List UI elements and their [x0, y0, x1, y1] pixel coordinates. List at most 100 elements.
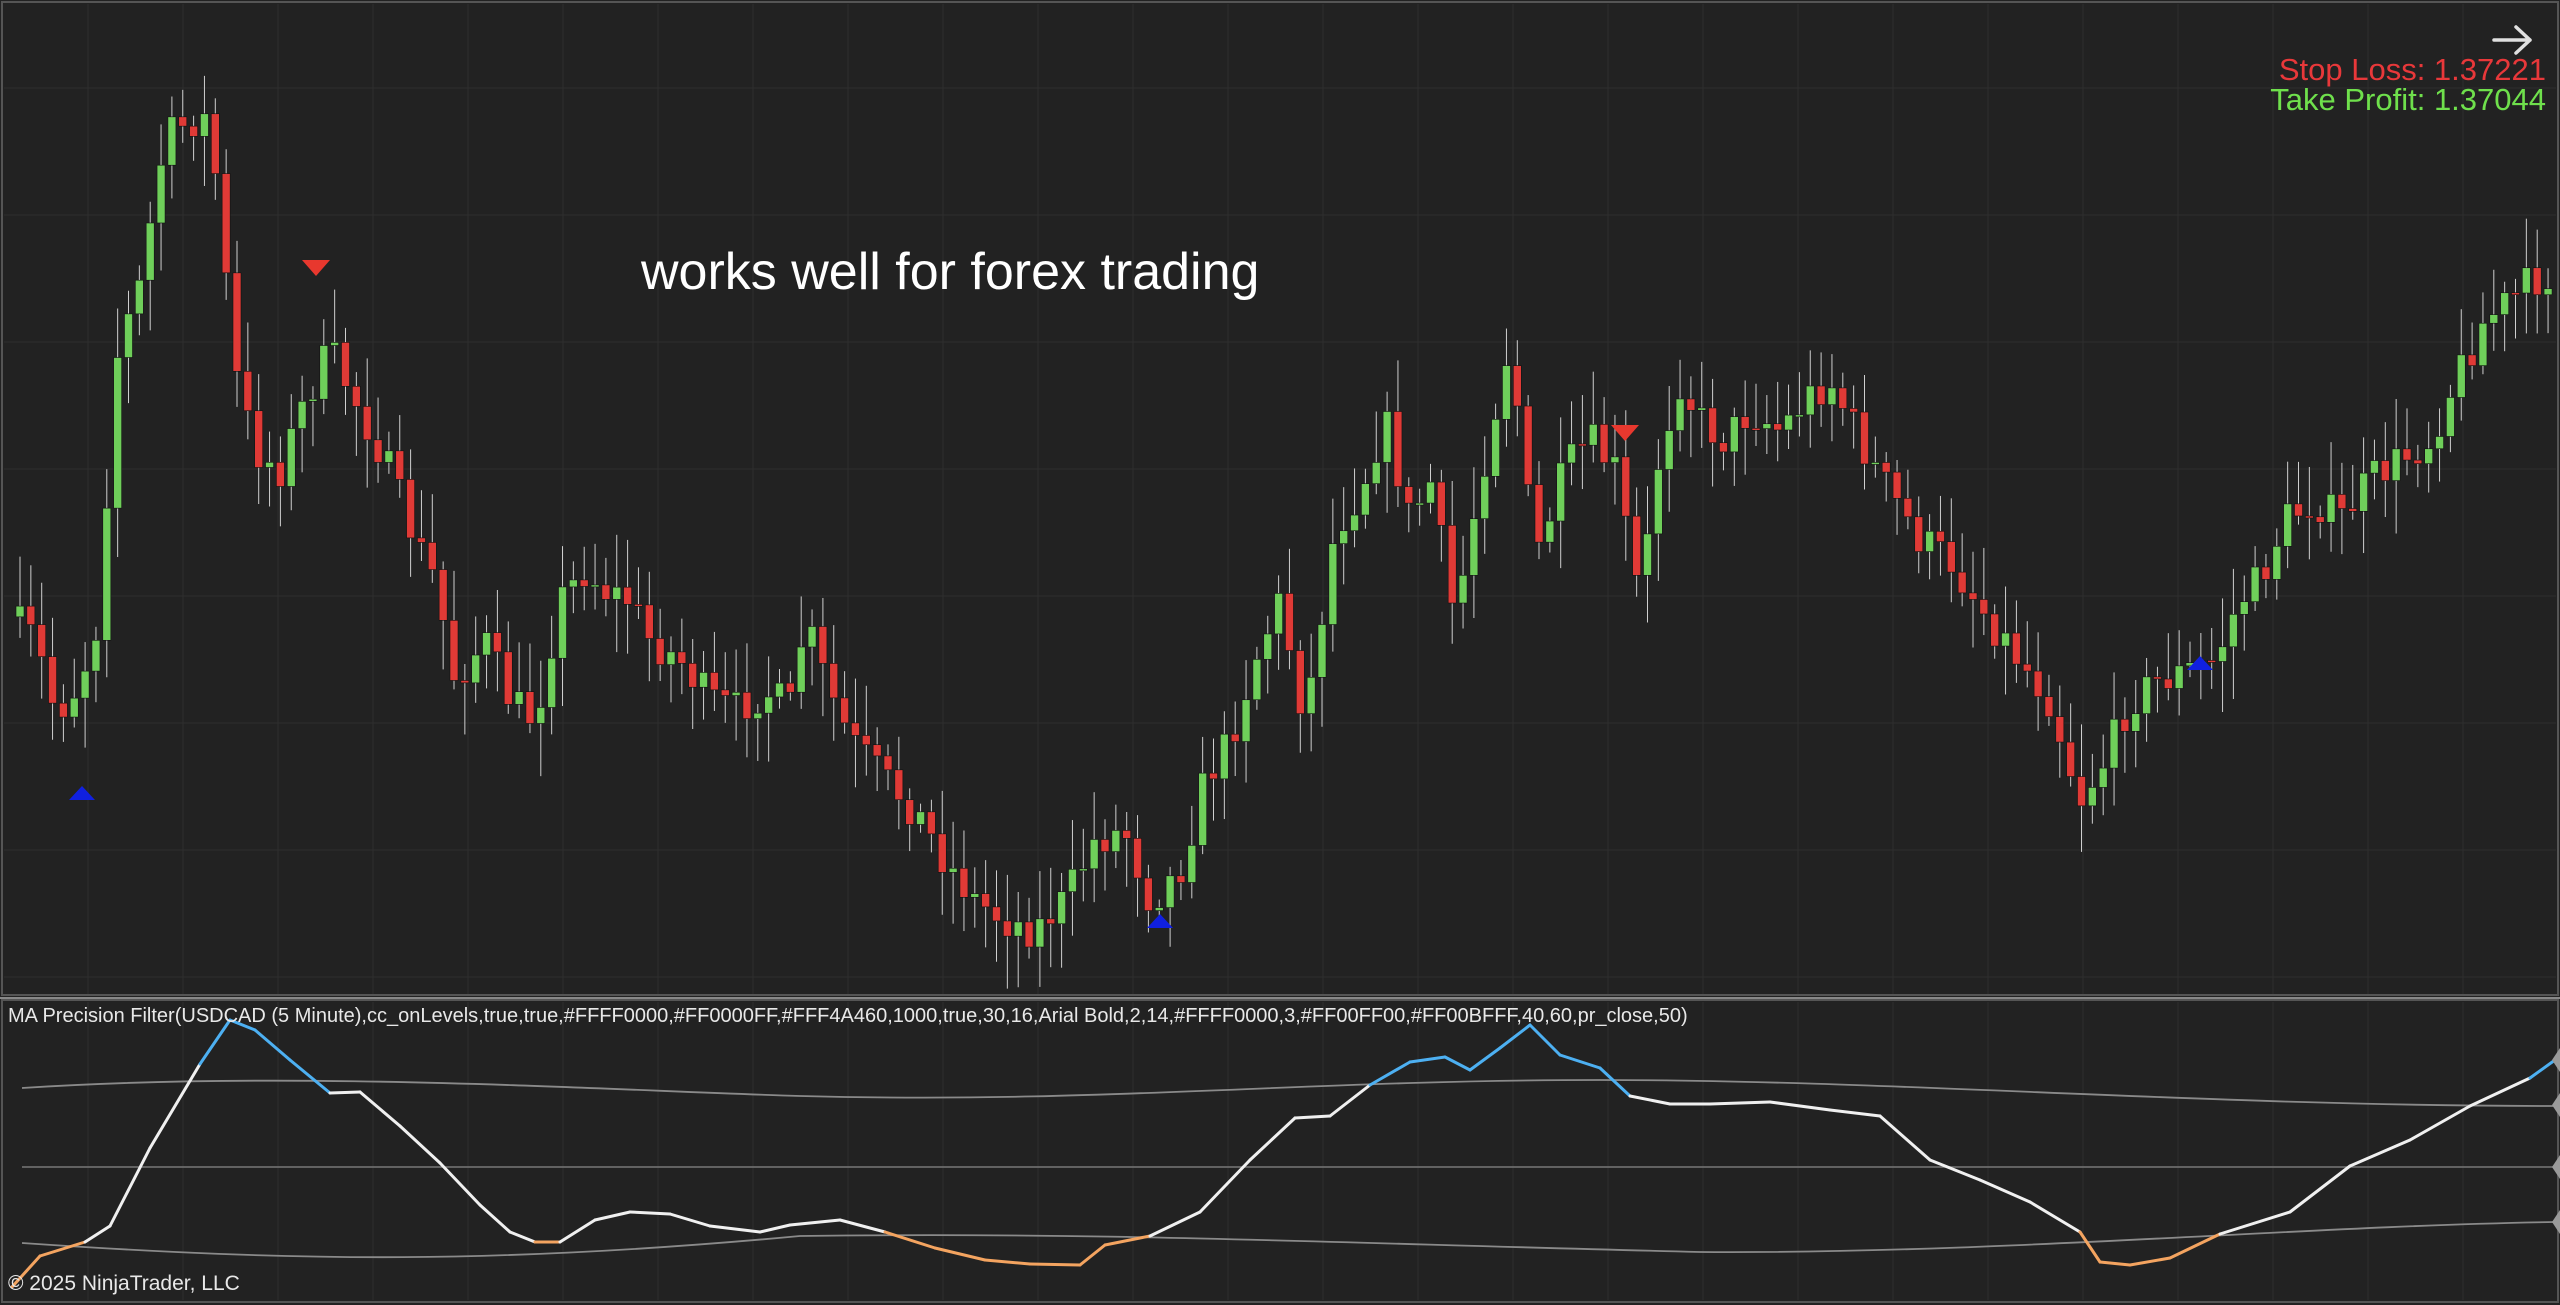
oscillator-line-segment	[1468, 1046, 1502, 1072]
candle-bull	[319, 345, 329, 400]
candle-bull	[1556, 462, 1565, 522]
candle-bull	[1306, 677, 1316, 714]
candle-bear	[417, 537, 426, 543]
price-panel-border	[1, 1, 2559, 996]
oscillator-line-segment	[593, 1210, 632, 1222]
candle-bear	[981, 893, 990, 908]
oscillator-line-segment	[328, 1090, 362, 1095]
candle-bear	[373, 439, 383, 463]
candle-bear	[677, 651, 687, 664]
candle-bear	[872, 744, 882, 757]
candle-bear	[1024, 921, 1034, 948]
candle-bull	[113, 357, 122, 509]
candle-bear	[2164, 678, 2173, 689]
candle-bull	[1871, 462, 1880, 465]
candle-bear	[406, 479, 415, 539]
candle-bear	[493, 632, 502, 653]
candle-bear	[525, 691, 535, 724]
chart-annotation: works well for forex trading	[641, 243, 1260, 301]
oscillator-line-segment	[2468, 1076, 2532, 1108]
candle-bull	[200, 113, 209, 137]
candle-bull	[514, 691, 524, 705]
candle-bull	[2489, 314, 2499, 324]
oscillator-line-segment	[38, 1240, 87, 1258]
candle-bear	[352, 385, 361, 407]
axis-marker	[2552, 1155, 2560, 1179]
oscillator-line-segment	[1248, 1116, 1297, 1162]
candle-bear	[26, 605, 36, 625]
oscillator-line-segment	[1628, 1094, 1672, 1106]
candle-bull	[1588, 424, 1598, 446]
candle-bear	[211, 113, 220, 174]
candle-bull	[1491, 419, 1500, 477]
oscillator-line-segment	[628, 1210, 672, 1216]
oscillator-line-segment	[2528, 1058, 2557, 1080]
candle-bear	[1773, 423, 1782, 431]
candle-bull	[1480, 476, 1490, 519]
candle-bull	[2500, 292, 2509, 315]
candle-bear	[634, 604, 643, 607]
candle-bear	[1947, 541, 1956, 573]
candle-bear	[1209, 772, 1218, 780]
candle-bear	[1599, 424, 1609, 463]
candle-bull	[1339, 530, 1348, 544]
candle-bear	[189, 125, 198, 137]
candle-bull	[2142, 676, 2151, 714]
candle-bull	[1675, 398, 1685, 431]
oscillator-line-segment	[508, 1230, 537, 1244]
candle-bull	[2098, 767, 2108, 788]
candle-bear	[1046, 918, 1056, 925]
candle-bear	[2066, 741, 2075, 777]
oscillator-upper-band	[21, 1079, 2556, 1107]
take-profit-label: Take Profit: 1.37044	[2270, 82, 2546, 117]
oscillator-lower-band	[21, 1221, 2556, 1259]
candle-bear	[644, 604, 654, 639]
candle-bear	[1144, 877, 1153, 911]
candle-bull	[1328, 543, 1338, 625]
candle-bear	[37, 624, 47, 657]
candle-bull	[1371, 462, 1381, 484]
candle-bull	[15, 605, 25, 618]
right-arrow-icon[interactable]	[2490, 22, 2536, 58]
oscillator-line-segment	[1028, 1262, 1082, 1267]
candle-bull	[1198, 772, 1207, 846]
candle-bull	[308, 398, 318, 402]
candle-bull	[1469, 518, 1479, 576]
candle-bull	[1805, 385, 1815, 416]
oscillator-line-segment	[933, 1246, 987, 1262]
candle-bear	[449, 620, 459, 681]
oscillator-line-segment	[1878, 1114, 1932, 1162]
candle-bear	[861, 735, 871, 746]
candle-bear	[221, 173, 231, 274]
candle-bear	[710, 672, 719, 691]
candle-bull	[1610, 456, 1620, 463]
grid-lines	[4, 4, 2559, 1300]
candle-bear	[178, 116, 188, 127]
candle-bear	[1968, 592, 1978, 600]
candle-bull	[2370, 460, 2379, 474]
candle-bull	[1654, 469, 1663, 535]
candle-bull	[807, 626, 817, 648]
buy-signal-marker	[2187, 656, 2213, 670]
candle-bull	[124, 313, 133, 358]
candle-bear	[1100, 839, 1110, 852]
candle-bull	[2424, 448, 2433, 464]
candle-bear	[2315, 516, 2325, 523]
candle-bear	[601, 584, 611, 600]
oscillator-line-segment	[1443, 1055, 1472, 1072]
candle-bull	[2446, 397, 2455, 437]
candle-bear	[1285, 593, 1294, 651]
oscillator-line-segment	[108, 1146, 152, 1228]
candle-bear	[883, 755, 893, 771]
candle-bear	[1914, 516, 1924, 552]
candle-bear	[1523, 405, 1533, 485]
candle-bear	[894, 769, 904, 801]
candle-bull	[1361, 483, 1370, 516]
candle-bull	[1057, 891, 1066, 925]
oscillator-line-segment	[2098, 1260, 2132, 1267]
candle-bull	[2478, 322, 2488, 366]
candle-bull	[1664, 430, 1674, 470]
copyright-text: © 2025 NinjaTrader, LLC	[8, 1272, 240, 1295]
oscillator-line-segment	[2028, 1200, 2082, 1234]
